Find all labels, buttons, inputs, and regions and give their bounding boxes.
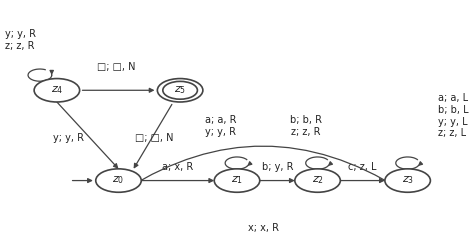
Text: b; b, R
z; z, R: b; b, R z; z, R — [290, 115, 322, 137]
Text: a; x, R: a; x, R — [162, 162, 193, 172]
Text: $z_{3}$: $z_{3}$ — [401, 175, 414, 186]
Text: □; □, N: □; □, N — [135, 133, 173, 143]
Text: y; y, R
z; z, R: y; y, R z; z, R — [5, 30, 36, 51]
Circle shape — [385, 169, 430, 192]
Circle shape — [157, 79, 203, 102]
Circle shape — [96, 169, 141, 192]
Text: □; □, N: □; □, N — [97, 62, 136, 72]
Text: c; z, L: c; z, L — [348, 162, 377, 172]
Text: y; y, R: y; y, R — [53, 133, 84, 143]
Text: a; a, R
y; y, R: a; a, R y; y, R — [205, 115, 236, 137]
Text: $z_{1}$: $z_{1}$ — [231, 175, 243, 186]
Text: $z_{2}$: $z_{2}$ — [311, 175, 324, 186]
Text: a; a, L
b; b, L
y; y, L
z; z, L: a; a, L b; b, L y; y, L z; z, L — [438, 93, 469, 138]
Text: b; y, R: b; y, R — [262, 162, 293, 172]
Text: $z_{0}$: $z_{0}$ — [112, 175, 125, 186]
Circle shape — [34, 79, 80, 102]
Text: $z_{5}$: $z_{5}$ — [174, 84, 186, 96]
Circle shape — [214, 169, 260, 192]
Text: x; x, R: x; x, R — [247, 223, 279, 233]
Text: $z_{4}$: $z_{4}$ — [51, 84, 63, 96]
Circle shape — [295, 169, 340, 192]
